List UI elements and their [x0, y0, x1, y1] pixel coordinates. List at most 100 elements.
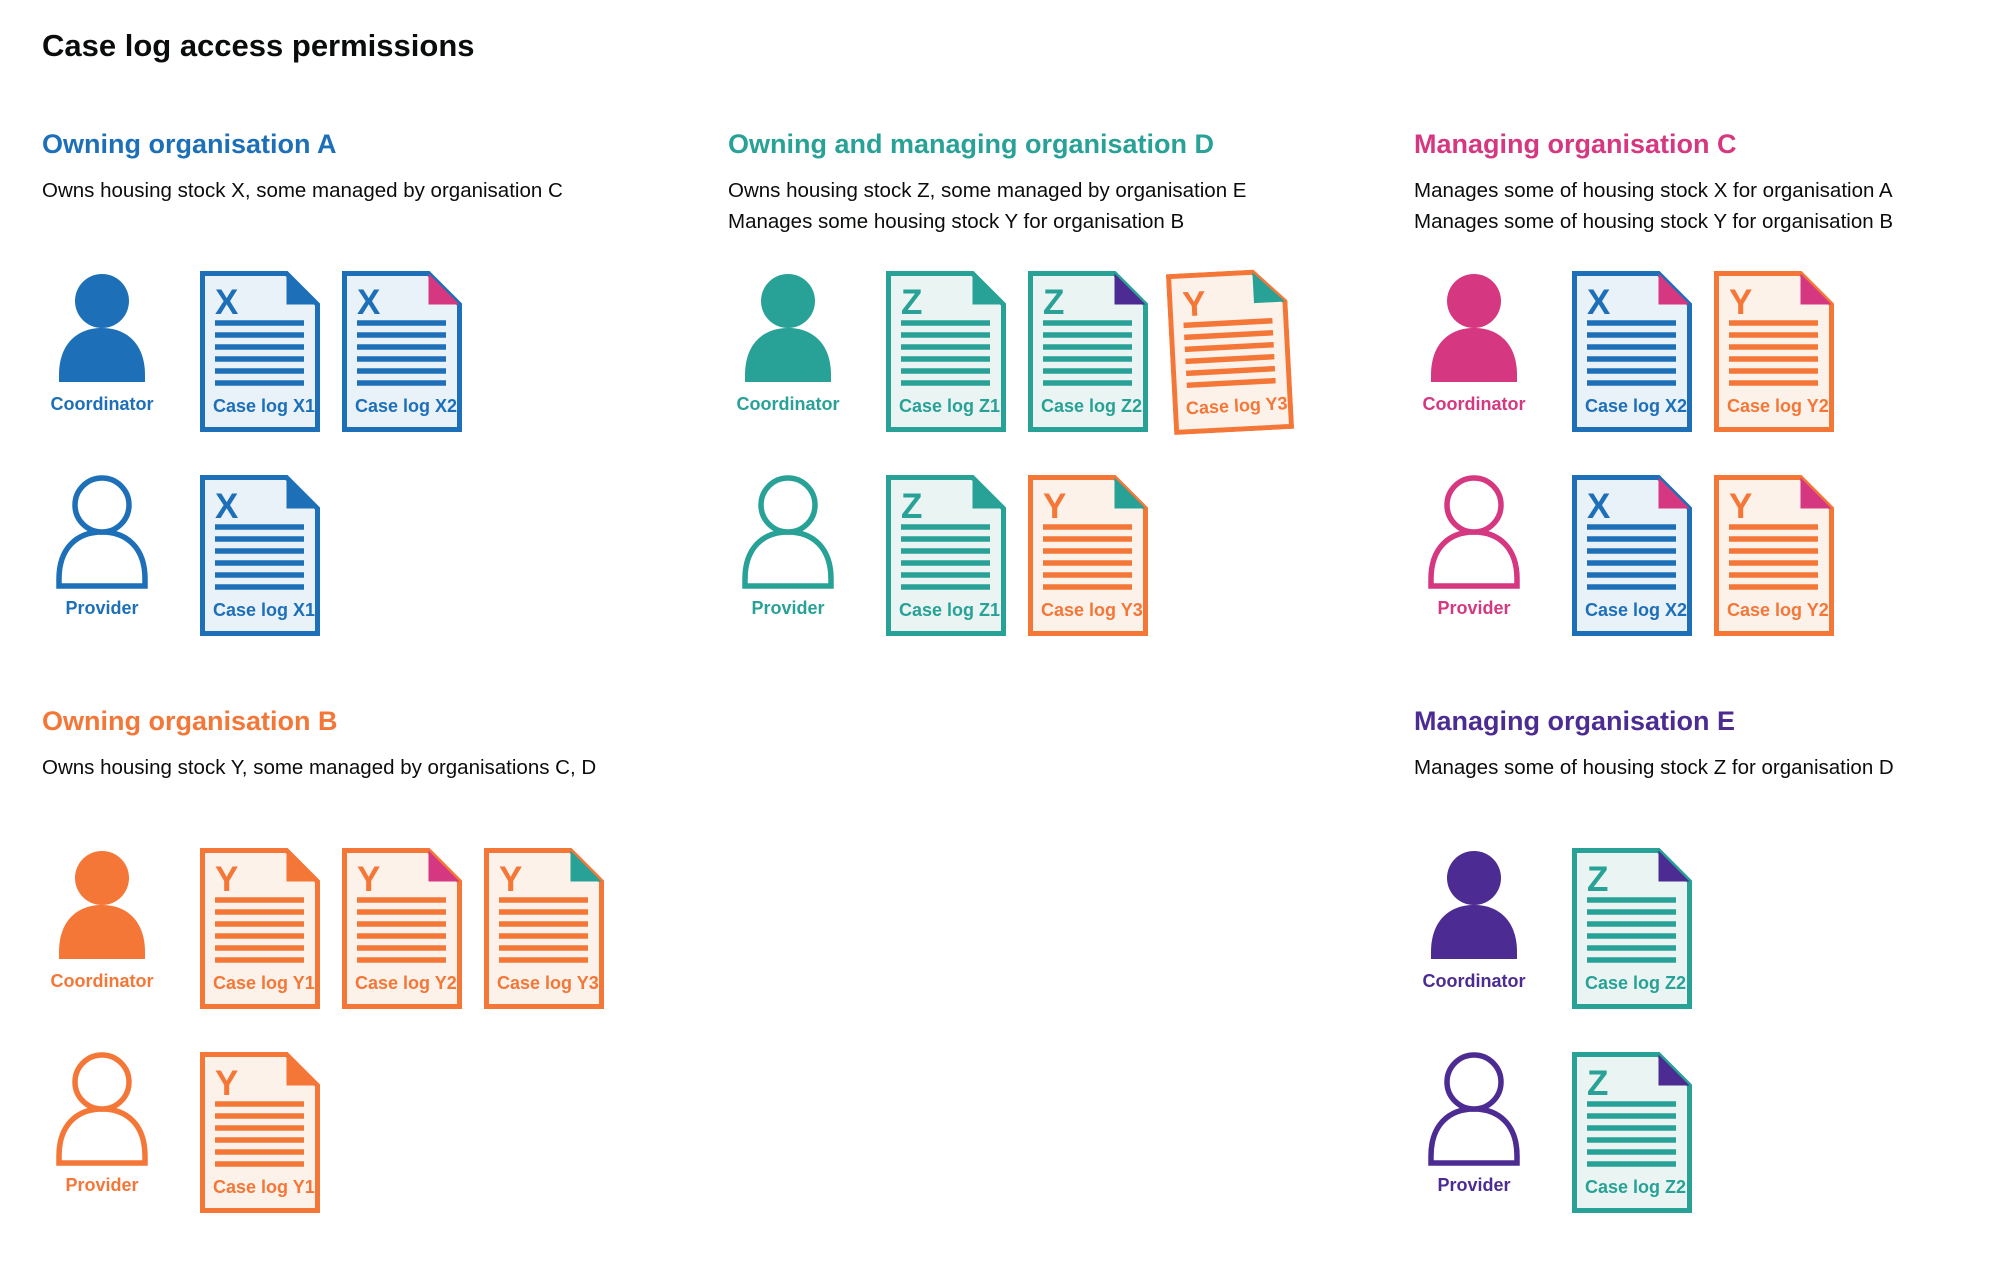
doc-label: Case log Y2 — [1727, 600, 1829, 620]
case-log-docs: Z Case log Z1 Z Case log Z2 Y — [886, 269, 1295, 436]
doc-letter: Y — [499, 860, 522, 899]
case-log-doc: X Case log X2 — [1572, 475, 1692, 636]
folded-corner-icon — [972, 477, 1004, 509]
case-log-doc: X Case log X1 — [200, 271, 320, 432]
case-log-doc: Y Case log Y3 — [1028, 475, 1148, 636]
folded-corner-icon — [286, 477, 318, 509]
section-rows: Coordinator X Case log X1 X — [42, 271, 462, 679]
doc-label: Case log X2 — [1585, 396, 1687, 416]
page-title: Case log access permissions — [42, 28, 475, 63]
provider-figure: Provider — [1414, 475, 1534, 619]
role-label: Provider — [65, 598, 139, 618]
folded-corner-icon — [1658, 273, 1690, 305]
coordinator-icon — [59, 851, 145, 959]
provider-icon — [56, 1052, 148, 1166]
doc-letter: X — [357, 283, 381, 322]
section-owning-org-b: Owning organisation B Owns housing stock… — [42, 705, 712, 1213]
doc-letter: Y — [1181, 284, 1206, 324]
doc-label: Case log X1 — [213, 396, 315, 416]
folded-corner-icon — [1800, 273, 1832, 305]
role-label: Coordinator — [736, 394, 840, 414]
section-subtitle-line: Owns housing stock Y, some managed by or… — [42, 756, 597, 779]
provider-row: Provider Y Case log Y1 — [42, 1052, 604, 1213]
doc-letter: Z — [901, 283, 922, 322]
section-subtitle-line: Owns housing stock Z, some managed by or… — [728, 179, 1247, 202]
doc-letter: Z — [1587, 860, 1608, 899]
coordinator-icon — [1431, 274, 1517, 382]
section-rows: Coordinator Z Case log Z2 — [1414, 848, 1692, 1256]
section-subtitle-line: Owns housing stock X, some managed by or… — [42, 179, 563, 202]
section-subtitle-line: Manages some housing stock Y for organis… — [728, 210, 1185, 233]
provider-figure: Provider — [42, 1052, 162, 1196]
case-log-doc: Y Case log Y3 — [1165, 269, 1295, 436]
coordinator-figure: Coordinator — [1414, 271, 1534, 415]
doc-letter: Y — [1729, 487, 1752, 526]
doc-letter: X — [215, 283, 239, 322]
doc-label: Case log Z2 — [1041, 396, 1142, 416]
case-log-doc: X Case log X2 — [342, 271, 462, 432]
case-log-docs: Z Case log Z2 — [1572, 848, 1692, 1009]
case-log-doc: X Case log X1 — [200, 475, 320, 636]
role-label: Coordinator — [50, 971, 154, 991]
role-label: Provider — [751, 598, 825, 618]
coordinator-icon — [1431, 851, 1517, 959]
doc-label: Case log Z2 — [1585, 1177, 1686, 1197]
doc-letter: Z — [1587, 1064, 1608, 1103]
coordinator-figure: Coordinator — [42, 271, 162, 415]
doc-letter: X — [215, 487, 239, 526]
section-title: Owning and managing organisation D — [728, 129, 1215, 159]
section-owning-managing-org-d: Owning and managing organisation D Owns … — [728, 128, 1398, 636]
provider-icon — [1428, 475, 1520, 589]
provider-row: Provider X Case log X1 — [42, 475, 462, 636]
provider-icon — [56, 475, 148, 589]
doc-letter: Y — [357, 860, 380, 899]
doc-label: Case log Y1 — [213, 1177, 315, 1197]
provider-figure: Provider — [728, 475, 848, 619]
case-log-docs: Z Case log Z2 — [1572, 1052, 1692, 1213]
folded-corner-icon — [972, 273, 1004, 305]
doc-label: Case log X1 — [213, 600, 315, 620]
provider-icon — [1428, 1052, 1520, 1166]
doc-letter: Y — [1043, 487, 1066, 526]
role-label: Provider — [1437, 598, 1511, 618]
case-log-doc: X Case log X2 — [1572, 271, 1692, 432]
case-log-docs: X Case log X2 Y Case log Y2 — [1572, 475, 1834, 636]
doc-letter: Y — [215, 860, 238, 899]
case-log-doc: Z Case log Z1 — [886, 271, 1006, 432]
doc-label: Case log Y2 — [1727, 396, 1829, 416]
folded-corner-icon — [1658, 477, 1690, 509]
provider-figure: Provider — [42, 475, 162, 619]
coordinator-figure: Coordinator — [42, 848, 162, 992]
coordinator-figure: Coordinator — [1414, 848, 1534, 992]
folded-corner-icon — [286, 1054, 318, 1086]
section-subtitle-line: Manages some of housing stock Z for orga… — [1414, 756, 1894, 779]
case-log-doc: Y Case log Y2 — [342, 848, 462, 1009]
folded-corner-icon — [1658, 850, 1690, 882]
case-log-doc: Y Case log Y2 — [1714, 271, 1834, 432]
section-title: Owning organisation A — [42, 129, 337, 159]
case-log-doc: Z Case log Z2 — [1572, 1052, 1692, 1213]
section-title: Managing organisation E — [1414, 706, 1736, 736]
doc-letter: Z — [901, 487, 922, 526]
case-log-doc: Y Case log Y1 — [200, 848, 320, 1009]
coordinator-icon — [745, 274, 831, 382]
coordinator-row: Coordinator Z Case log Z2 — [1414, 848, 1692, 1009]
section-subtitle-line: Manages some of housing stock Y for orga… — [1414, 210, 1893, 233]
role-label: Coordinator — [50, 394, 154, 414]
folded-corner-icon — [1800, 477, 1832, 509]
section-managing-org-e: Managing organisation E Manages some of … — [1414, 705, 2000, 1213]
folded-corner-icon — [286, 273, 318, 305]
doc-letter: Y — [1729, 283, 1752, 322]
doc-label: Case log X2 — [355, 396, 457, 416]
folded-corner-icon — [1114, 477, 1146, 509]
case-log-docs: X Case log X2 Y Case log Y2 — [1572, 271, 1834, 432]
coordinator-row: Coordinator Z Case log Z1 Z — [728, 269, 1295, 436]
provider-row: Provider X Case log X2 Y — [1414, 475, 1834, 636]
section-rows: Coordinator Z Case log Z1 Z — [728, 269, 1295, 679]
case-log-docs: Z Case log Z1 Y Case log Y3 — [886, 475, 1148, 636]
role-label: Coordinator — [1422, 971, 1526, 991]
case-log-doc: Z Case log Z1 — [886, 475, 1006, 636]
section-rows: Coordinator Y Case log Y1 Y — [42, 848, 604, 1256]
case-log-docs: Y Case log Y1 — [200, 1052, 320, 1213]
